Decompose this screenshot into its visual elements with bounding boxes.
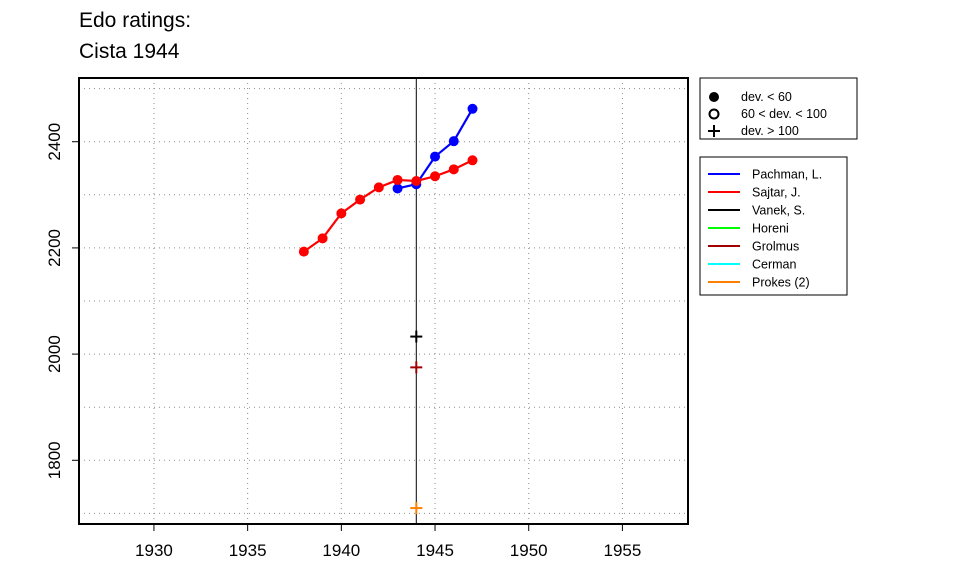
data-point — [392, 174, 403, 185]
legend-label: Sajtar, J. — [752, 186, 801, 200]
grid-lines — [79, 78, 688, 524]
y-tick-label: 2000 — [45, 335, 64, 373]
data-point — [448, 136, 459, 147]
data-point — [392, 183, 403, 194]
legend-label: Grolmus — [752, 240, 799, 254]
chart-title-line-1: Edo ratings: — [79, 9, 192, 32]
legend-label: Pachman, L. — [752, 168, 822, 182]
x-tick-label: 1930 — [135, 541, 173, 560]
legend-label: Horeni — [752, 222, 789, 236]
data-point — [467, 155, 478, 166]
data-point — [317, 233, 328, 244]
data-point — [411, 176, 422, 187]
symbol-legend-box — [699, 77, 858, 140]
data-point — [709, 92, 719, 102]
series-legend: Pachman, L. Sajtar, J. Vanek, S. Horeni Grol… — [699, 156, 848, 296]
series-legend-box — [699, 156, 848, 296]
data-point-plus — [708, 125, 720, 137]
series-prokes-2- — [410, 502, 423, 515]
series-sajtar-j- — [298, 155, 478, 257]
data-point — [373, 182, 384, 193]
y-axis: 1800 2000 2200 2400 — [45, 123, 79, 479]
legend-label: Cerman — [752, 258, 797, 272]
symbol-legend-label: 60 < dev. < 100 — [741, 107, 827, 121]
x-tick-label: 1940 — [322, 541, 360, 560]
data-point-plus — [410, 361, 423, 374]
data-point — [467, 103, 478, 114]
data-point — [298, 246, 309, 257]
data-point — [355, 194, 366, 205]
y-tick-label: 2200 — [45, 229, 64, 267]
series-line — [303, 159, 473, 253]
symbol-legend-label: dev. > 100 — [741, 124, 799, 138]
data-point-plus — [410, 330, 423, 343]
series-pachman-l- — [392, 103, 478, 194]
x-tick-label: 1955 — [604, 541, 642, 560]
x-tick-label: 1935 — [229, 541, 267, 560]
data-point — [448, 164, 459, 175]
y-tick-label: 1800 — [45, 441, 64, 479]
series-layer — [298, 103, 478, 515]
data-point — [336, 208, 347, 219]
data-point-plus — [410, 502, 423, 515]
data-point — [430, 151, 441, 162]
legend-label: Vanek, S. — [752, 204, 805, 218]
legend-label: Prokes (2) — [752, 276, 810, 290]
series-grolmus — [410, 361, 423, 374]
symbol-legend-label: dev. < 60 — [741, 90, 792, 104]
x-axis: 1930 1935 1940 1945 1950 1955 — [135, 524, 641, 560]
plot-frame — [78, 77, 689, 525]
y-tick-label: 2400 — [45, 123, 64, 161]
series-vanek-s- — [410, 330, 423, 343]
symbol-legend: dev. < 60 60 < dev. < 100 dev. > 100 — [699, 77, 858, 140]
data-point-open — [708, 108, 720, 120]
data-point — [430, 171, 441, 182]
chart-title-line-2: Cista 1944 — [79, 40, 180, 63]
x-tick-label: 1945 — [416, 541, 454, 560]
x-tick-label: 1950 — [510, 541, 548, 560]
